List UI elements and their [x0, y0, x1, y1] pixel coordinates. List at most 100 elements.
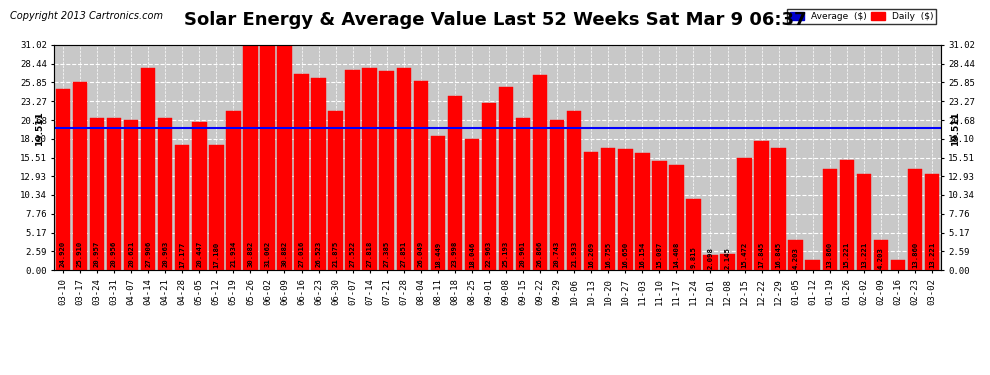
Bar — [601, 148, 616, 270]
Bar — [891, 260, 905, 270]
Bar — [549, 120, 564, 270]
Text: 2.145: 2.145 — [725, 247, 731, 269]
Text: 16.269: 16.269 — [588, 242, 594, 268]
Text: 16.845: 16.845 — [775, 242, 782, 268]
Bar — [873, 240, 888, 270]
Bar — [584, 152, 598, 270]
Bar — [856, 174, 871, 270]
Text: 25.910: 25.910 — [77, 241, 83, 267]
Bar — [244, 46, 257, 270]
Text: 27.522: 27.522 — [349, 241, 355, 267]
Bar — [703, 255, 718, 270]
Text: 27.016: 27.016 — [299, 241, 305, 267]
Text: 13.860: 13.860 — [912, 242, 918, 268]
Text: 27.385: 27.385 — [384, 241, 390, 267]
Text: 15.087: 15.087 — [656, 242, 662, 268]
Bar — [311, 78, 326, 270]
Text: 9.815: 9.815 — [690, 246, 696, 268]
Bar — [209, 146, 224, 270]
Bar — [379, 71, 394, 270]
Text: 21.933: 21.933 — [571, 241, 577, 267]
Text: 25.193: 25.193 — [503, 241, 509, 267]
Text: 20.957: 20.957 — [94, 241, 100, 267]
Text: 17.180: 17.180 — [213, 242, 220, 268]
Bar — [823, 170, 837, 270]
Bar — [771, 148, 786, 270]
Bar — [277, 46, 292, 270]
Text: 16.154: 16.154 — [640, 242, 645, 268]
Bar — [90, 118, 104, 270]
Legend: Average  ($), Daily  ($): Average ($), Daily ($) — [787, 9, 936, 24]
Text: 16.755: 16.755 — [605, 242, 611, 268]
Text: 13.221: 13.221 — [861, 242, 867, 268]
Bar — [431, 136, 446, 270]
Text: 21.934: 21.934 — [231, 241, 237, 267]
Text: 15.221: 15.221 — [843, 242, 849, 268]
Bar — [346, 70, 360, 270]
Text: 2.098: 2.098 — [708, 247, 714, 269]
Text: 23.998: 23.998 — [451, 241, 458, 267]
Bar — [788, 240, 803, 270]
Text: 30.882: 30.882 — [281, 240, 287, 267]
Text: 4.203: 4.203 — [878, 247, 884, 268]
Text: 18.449: 18.449 — [435, 242, 441, 268]
Bar — [635, 153, 649, 270]
Bar — [618, 149, 633, 270]
Text: 17.845: 17.845 — [758, 242, 764, 268]
Text: 27.906: 27.906 — [146, 241, 151, 267]
Bar — [533, 75, 547, 270]
Bar — [362, 68, 377, 270]
Bar — [567, 111, 581, 270]
Text: 27.851: 27.851 — [401, 241, 407, 267]
Bar — [482, 104, 496, 270]
Text: 20.447: 20.447 — [196, 241, 202, 267]
Bar — [908, 170, 922, 270]
Text: 21.875: 21.875 — [333, 241, 339, 267]
Text: 20.963: 20.963 — [162, 241, 168, 267]
Text: 26.049: 26.049 — [418, 241, 424, 267]
Bar — [447, 96, 462, 270]
Text: 30.882: 30.882 — [248, 240, 253, 267]
Text: 20.961: 20.961 — [520, 241, 526, 267]
Text: 15.472: 15.472 — [742, 242, 747, 268]
Bar — [738, 158, 751, 270]
Text: 20.621: 20.621 — [128, 241, 134, 267]
Bar — [260, 45, 274, 270]
Text: 13.221: 13.221 — [929, 242, 935, 268]
Text: 16.650: 16.650 — [623, 242, 629, 268]
Bar — [192, 122, 207, 270]
Bar — [499, 87, 513, 270]
Text: 14.408: 14.408 — [673, 242, 679, 268]
Bar — [73, 82, 87, 270]
Bar — [294, 74, 309, 270]
Text: 22.963: 22.963 — [486, 241, 492, 267]
Bar — [414, 81, 428, 270]
Text: 4.203: 4.203 — [793, 247, 799, 268]
Bar — [925, 174, 940, 270]
Bar — [107, 118, 122, 270]
Bar — [55, 89, 70, 270]
Bar — [124, 120, 139, 270]
Bar — [464, 139, 479, 270]
Text: 19.511: 19.511 — [35, 111, 44, 146]
Bar — [806, 260, 820, 270]
Text: 17.177: 17.177 — [179, 242, 185, 268]
Text: Solar Energy & Average Value Last 52 Weeks Sat Mar 9 06:37: Solar Energy & Average Value Last 52 Wee… — [184, 11, 806, 29]
Text: Copyright 2013 Cartronics.com: Copyright 2013 Cartronics.com — [10, 11, 163, 21]
Text: 20.956: 20.956 — [111, 241, 117, 267]
Bar — [721, 255, 735, 270]
Bar — [329, 111, 343, 270]
Text: 26.523: 26.523 — [316, 241, 322, 267]
Bar — [669, 165, 684, 270]
Bar — [175, 146, 189, 270]
Bar — [754, 141, 769, 270]
Bar — [141, 68, 155, 270]
Bar — [652, 160, 666, 270]
Text: 26.866: 26.866 — [537, 241, 544, 267]
Text: 27.818: 27.818 — [366, 241, 372, 267]
Text: 13.860: 13.860 — [827, 242, 833, 268]
Bar — [840, 160, 854, 270]
Text: 18.046: 18.046 — [469, 242, 475, 268]
Text: 24.920: 24.920 — [60, 241, 66, 267]
Bar — [397, 68, 411, 270]
